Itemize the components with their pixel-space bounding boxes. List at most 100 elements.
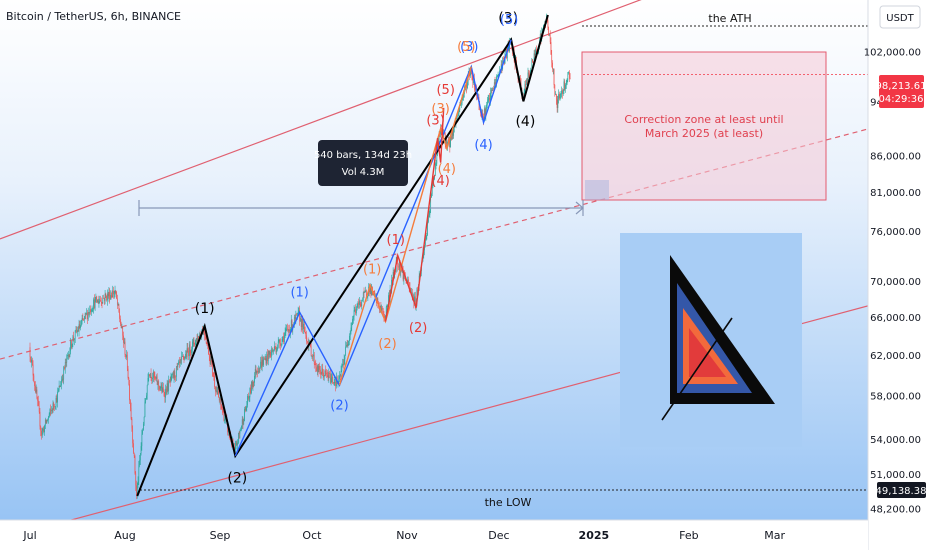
candle-body	[315, 364, 317, 368]
candle-body	[97, 299, 99, 304]
currency-button-label[interactable]: USDT	[886, 13, 914, 24]
candle	[29, 342, 31, 362]
candle	[94, 296, 96, 311]
candle	[284, 332, 285, 345]
candle-body	[52, 403, 54, 412]
candle-body	[117, 303, 119, 305]
candle	[182, 354, 184, 360]
candle	[31, 357, 33, 366]
candle-body	[474, 87, 476, 90]
candle	[257, 365, 259, 374]
candle	[113, 286, 114, 299]
candle	[176, 362, 178, 371]
candle	[139, 455, 140, 468]
candle	[559, 93, 561, 101]
candle-body	[70, 341, 71, 352]
candle-body	[151, 377, 153, 379]
candle-body	[290, 328, 291, 334]
candle	[190, 349, 192, 359]
candle-body	[484, 108, 486, 116]
candle	[346, 342, 347, 348]
candle	[285, 324, 287, 337]
candle-body	[123, 341, 125, 343]
candle-body	[156, 376, 158, 385]
candle	[562, 88, 563, 99]
candle-body	[150, 373, 152, 378]
candle-body	[109, 292, 111, 300]
candle-body	[143, 423, 144, 431]
candle	[314, 361, 316, 366]
candle-body	[303, 323, 304, 330]
candle	[346, 339, 348, 348]
candle-body	[215, 386, 216, 392]
candle-body	[133, 452, 135, 456]
candle	[526, 77, 528, 85]
candle	[259, 366, 261, 373]
candle	[343, 354, 345, 366]
wave-label-orange: (5)	[457, 40, 475, 55]
candle	[100, 297, 102, 307]
candle	[338, 375, 340, 383]
candle-body	[176, 366, 178, 368]
candle	[264, 354, 266, 361]
candle-body	[51, 409, 52, 411]
candle-body	[302, 318, 304, 330]
candle-body	[87, 312, 88, 320]
candle	[253, 381, 255, 388]
candle-body	[185, 354, 186, 359]
candle	[355, 304, 356, 316]
candle	[398, 263, 399, 271]
candle-body	[344, 355, 346, 360]
candle-body	[405, 280, 407, 283]
low-label: the LOW	[485, 496, 532, 509]
candle-body	[450, 136, 451, 148]
channel-upper-line	[0, 0, 642, 240]
candle-body	[304, 326, 306, 333]
candle	[331, 372, 333, 383]
candle-body	[34, 382, 35, 387]
candle-body	[427, 221, 428, 235]
candle-body	[74, 330, 76, 339]
candle	[92, 307, 94, 313]
candle-body	[142, 430, 143, 434]
candle-body	[318, 366, 320, 372]
candle	[191, 346, 193, 356]
candle	[272, 347, 274, 353]
candle	[53, 401, 55, 410]
x-tick-label: Sep	[210, 529, 231, 542]
candle-body	[327, 375, 329, 379]
candle	[264, 356, 265, 360]
candle-body	[166, 383, 168, 394]
candle	[350, 322, 352, 335]
candle-body	[306, 335, 307, 342]
candle	[287, 323, 288, 332]
candle-body	[65, 362, 67, 363]
candle-body	[312, 356, 314, 357]
candle	[165, 384, 166, 403]
candle	[45, 419, 47, 424]
candle-body	[115, 290, 117, 292]
candle	[185, 350, 186, 360]
candle-body	[291, 320, 293, 330]
candle-body	[463, 93, 464, 98]
candle	[65, 358, 67, 368]
candle	[487, 94, 489, 103]
candle-body	[132, 428, 134, 444]
candle	[566, 78, 568, 86]
candle	[251, 380, 252, 395]
candle-body	[120, 323, 122, 328]
candle-body	[500, 64, 502, 71]
candle-body	[210, 360, 212, 364]
candle	[181, 351, 183, 365]
candle-body	[385, 306, 387, 316]
candle-body	[38, 405, 40, 412]
candle	[171, 373, 173, 381]
candle-body	[44, 425, 45, 433]
candle	[69, 347, 71, 358]
candle-body	[374, 291, 376, 296]
candle-body	[94, 299, 95, 308]
candle-body	[316, 366, 318, 372]
candle	[87, 309, 88, 325]
candle-body	[192, 341, 193, 350]
